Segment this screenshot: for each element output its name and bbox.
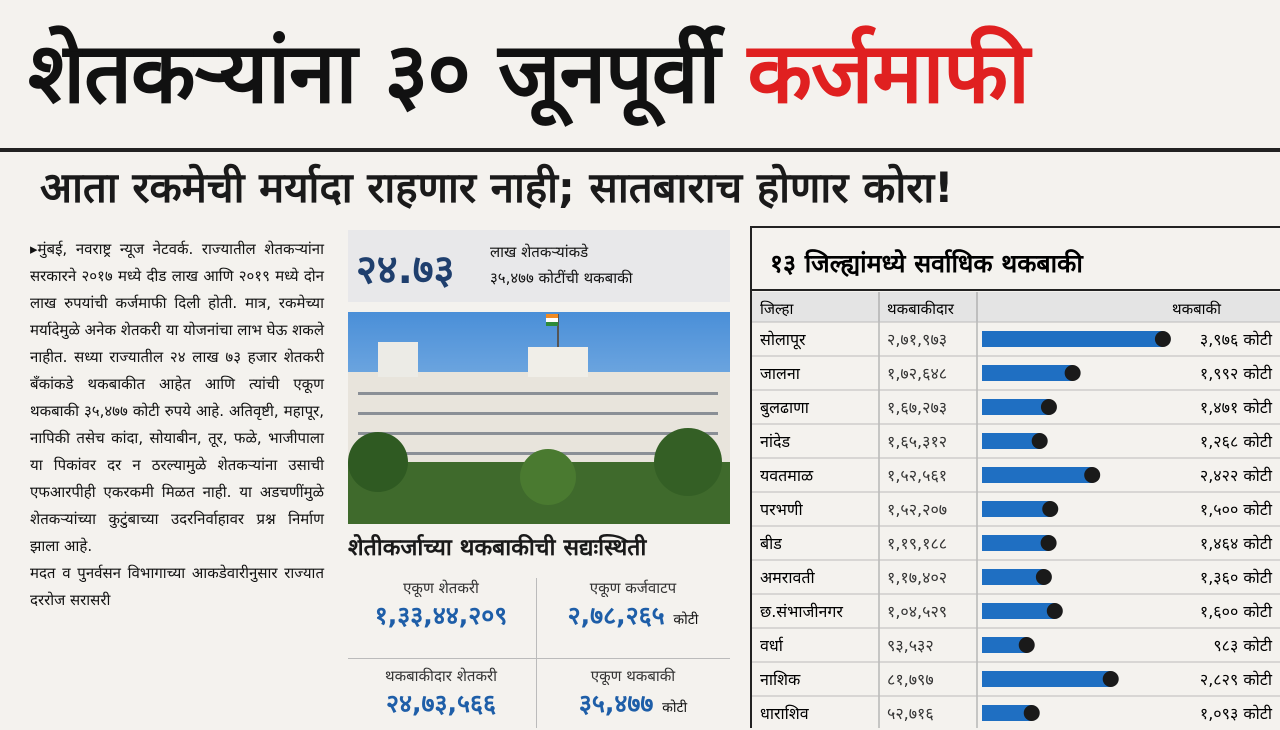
district: परभणी [760, 500, 803, 519]
divider [348, 658, 730, 659]
district: छ.संभाजीनगर [760, 602, 843, 621]
stat-label: एकूण थकबाकी [590, 667, 676, 685]
stats-title: शेतीकर्जाच्या थकबाकीची सद्यःस्थिती [348, 535, 647, 561]
stat-value: १,३३,४४,२०९ [374, 601, 508, 630]
amount-label: १,४७१ कोटी [1200, 398, 1273, 417]
district: जालना [760, 364, 801, 383]
amount-label: १,९९२ कोटी [1200, 364, 1273, 383]
paragraph: मदत व पुनर्वसन विभागाच्या आकडेवारीनुसार … [30, 564, 324, 609]
amount-bar [982, 467, 1093, 483]
bar-end [1023, 705, 1040, 721]
headline: शेतकऱ्यांना ३० जूनपूर्वी कर्जमाफी [28, 18, 1278, 128]
amount-bar [982, 399, 1049, 415]
article: ▸मुंबई, नवराष्ट्र न्यूज नेटवर्क. राज्यात… [30, 236, 324, 614]
subheadline: आता रकमेची मर्यादा राहणार नाही; सातबाराच… [40, 163, 954, 212]
amount-label: १,०९३ कोटी [1200, 704, 1273, 723]
defaulters: १,७२,६४८ [887, 364, 947, 383]
defaulters: १,१९,१८८ [887, 534, 947, 553]
photo [348, 312, 730, 524]
district-table: १३ जिल्ह्यांमध्ये सर्वाधिक थकबाकी जिल्हा थ… [750, 226, 1280, 728]
defaulters: १,०४,५२९ [887, 602, 947, 621]
amount-label: १,४६४ कोटी [1200, 534, 1273, 553]
defaulters: २,७१,९७३ [887, 330, 947, 349]
defaulters: १,५२,५६१ [887, 466, 947, 485]
header-bg [752, 292, 1280, 322]
defaulters: ९३,५३२ [887, 636, 934, 655]
amount-label: ९८३ कोटी [1213, 636, 1273, 655]
bar-end [1102, 671, 1119, 687]
amount-label: २,८२९ कोटी [1200, 670, 1273, 689]
defaulters: १,५२,२०७ [887, 500, 947, 519]
bar-end [1031, 433, 1048, 449]
rule [0, 148, 1280, 152]
stat-value: ३५,४७७ कोटी [540, 686, 726, 720]
district: बुलढाणा [760, 398, 810, 418]
amount-bar [982, 603, 1055, 619]
district: यवतमाळ [760, 466, 814, 485]
column-header: थकबाकीदार [887, 300, 955, 318]
bar-end [1064, 365, 1081, 381]
highlight-line: लाख शेतकऱ्यांकडे [490, 243, 589, 261]
bar-end [1035, 569, 1052, 585]
stat-unit: कोटी [673, 612, 699, 628]
bar-end [1040, 535, 1057, 551]
stat-label: एकूण शेतकरी [403, 579, 479, 597]
paragraph: ▸मुंबई, नवराष्ट्र न्यूज नेटवर्क. राज्यात… [30, 240, 324, 555]
table-title: १३ जिल्ह्यांमध्ये सर्वाधिक थकबाकी [770, 249, 1084, 278]
headline-black: शेतकऱ्यांना ३० जूनपूर्वी [28, 24, 720, 122]
district: बीड [760, 534, 782, 553]
amount-label: १,३६० कोटी [1200, 568, 1273, 587]
defaulters: ५२,७१६ [887, 704, 934, 723]
highlight-line: ३५,४७७ कोटींची थकबाकी [490, 269, 633, 287]
defaulters: १,६७,२७३ [887, 398, 947, 417]
defaulters: १,६५,३१२ [887, 432, 947, 451]
district: धाराशिव [760, 704, 810, 723]
column-header: थकबाकी [1172, 300, 1222, 318]
amount-label: २,४२२ कोटी [1200, 466, 1273, 485]
amount-label: १,६०० कोटी [1200, 602, 1273, 621]
stat-number: २,७८,२६५ [567, 601, 665, 630]
bar-end [1040, 399, 1057, 415]
amount-bar [982, 433, 1040, 449]
stat-number: ३५,४७७ [578, 689, 654, 718]
bar-end [1042, 501, 1059, 517]
amount-bar [982, 535, 1049, 551]
bar-end [1084, 467, 1101, 483]
district: नांदेड [760, 432, 791, 451]
stats: शेतीकर्जाच्या थकबाकीची सद्यःस्थिती एकूण … [348, 530, 730, 730]
amount-bar [982, 501, 1051, 517]
amount-bar [982, 365, 1073, 381]
district: सोलापूर [760, 330, 806, 350]
amount-bar [982, 331, 1163, 347]
highlight-number: २४.७३ [356, 247, 455, 293]
bar-end [1046, 603, 1063, 619]
bar-end [1154, 331, 1171, 347]
stat-label: थकबाकीदार शेतकरी [384, 667, 497, 685]
amount-label: १,५०० कोटी [1200, 500, 1273, 519]
stat-label: एकूण कर्जवाटप [589, 579, 677, 597]
amount-bar [982, 569, 1044, 585]
column-header: जिल्हा [760, 300, 794, 318]
district: वर्धा [760, 636, 784, 655]
highlight-box: २४.७३ लाख शेतकऱ्यांकडे ३५,४७७ कोटींची थक… [348, 230, 730, 302]
stat-unit: कोटी [662, 700, 688, 716]
district: नाशिक [760, 670, 801, 689]
amount-label: ३,९७६ कोटी [1200, 330, 1273, 349]
stat-value: २,७८,२६५ कोटी [540, 598, 726, 632]
stat-value: २४,७३,५६६ [386, 689, 496, 718]
defaulters: ८१,७९७ [887, 670, 934, 689]
amount-bar [982, 637, 1027, 653]
defaulters: १,१७,४०२ [887, 568, 947, 587]
amount-bar [982, 705, 1032, 721]
divider [536, 578, 537, 728]
bar-end [1018, 637, 1035, 653]
amount-bar [982, 671, 1111, 687]
amount-label: १,२६८ कोटी [1200, 432, 1273, 451]
headline-red: कर्जमाफी [747, 24, 1030, 122]
district: अमरावती [760, 568, 815, 587]
